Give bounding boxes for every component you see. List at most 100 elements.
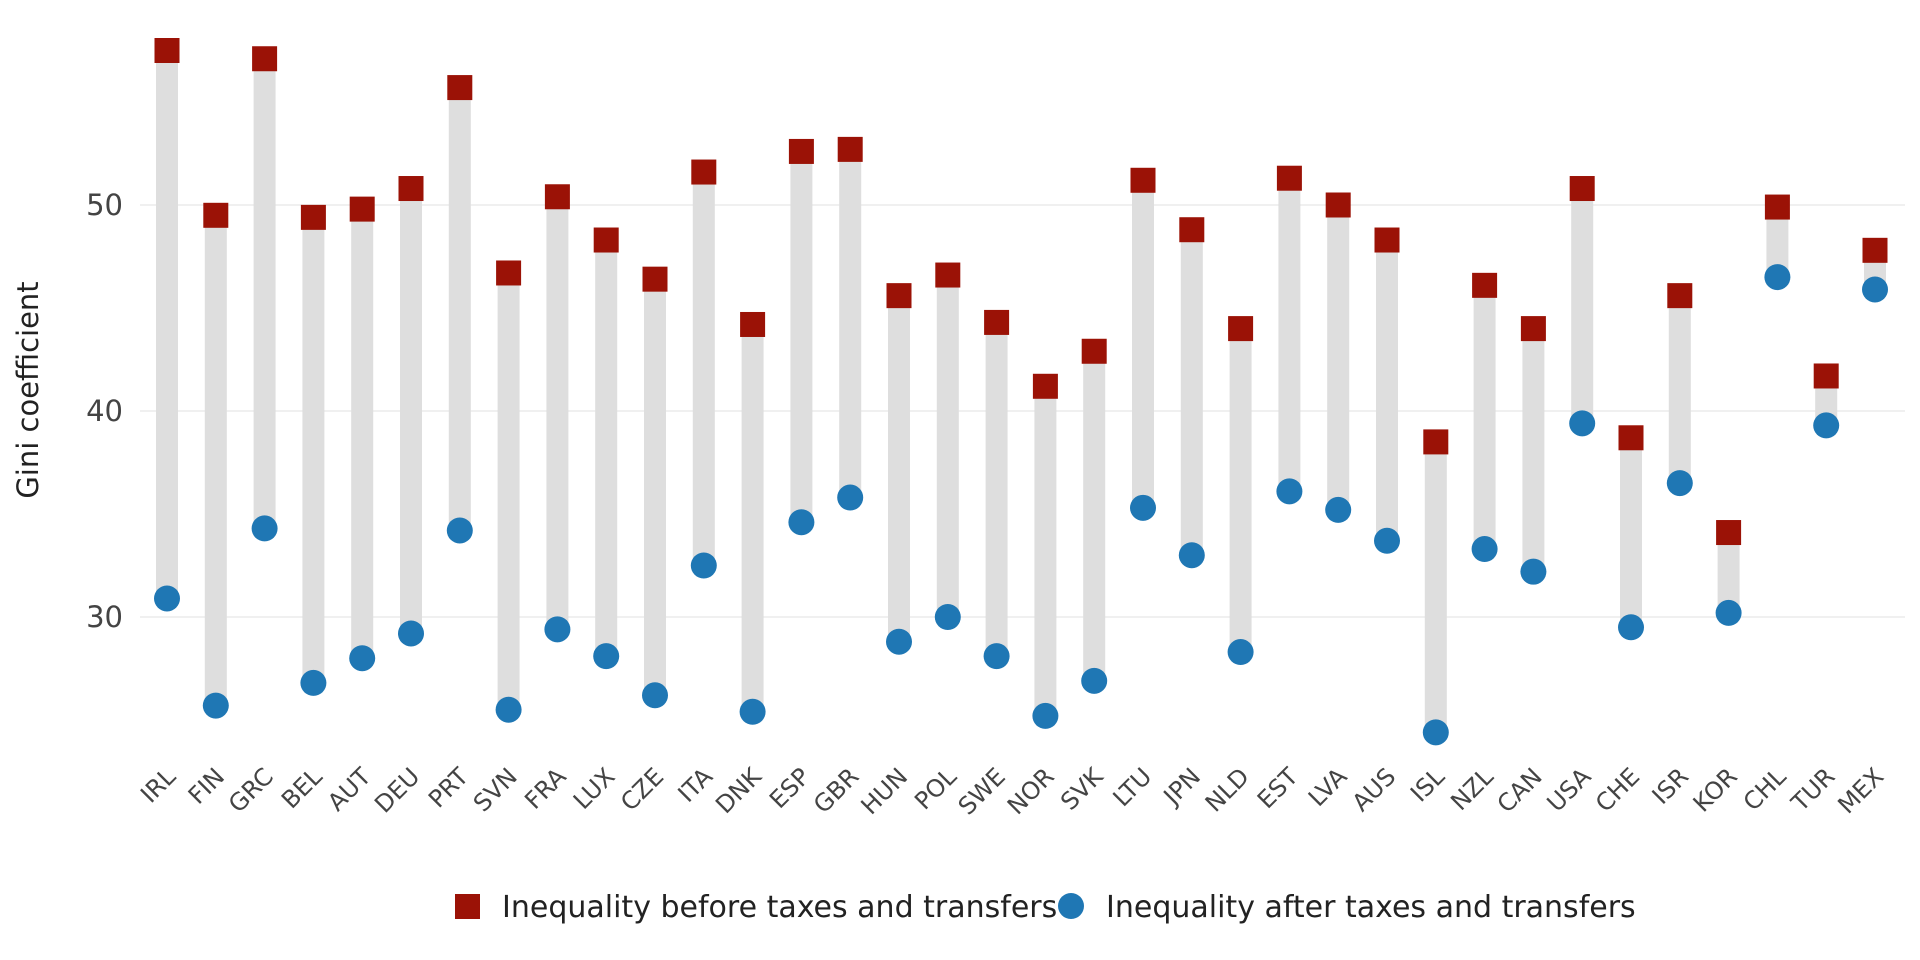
before-point xyxy=(252,46,278,72)
range-bar xyxy=(1424,441,1447,733)
before-point xyxy=(1228,316,1254,342)
before-point xyxy=(1325,192,1351,218)
x-tick-label: SVK xyxy=(1055,762,1109,816)
after-point xyxy=(446,517,473,544)
after-point xyxy=(1032,702,1059,729)
before-point xyxy=(1862,237,1888,263)
range-bar xyxy=(302,217,325,683)
range-bar xyxy=(546,196,569,630)
x-tick-label: PRT xyxy=(423,762,474,813)
before-point xyxy=(788,138,814,164)
range-bar xyxy=(790,151,813,523)
after-point xyxy=(1325,496,1352,523)
range-bar xyxy=(1083,351,1106,681)
range-bar xyxy=(1132,180,1154,508)
before-point xyxy=(1276,165,1302,191)
legend-circle-marker xyxy=(1058,893,1084,919)
x-tick-label: JPN xyxy=(1157,762,1206,811)
after-point xyxy=(983,643,1010,670)
range-bar xyxy=(351,209,374,659)
range-bar xyxy=(1278,178,1301,492)
after-point xyxy=(1081,667,1108,694)
after-point xyxy=(1862,276,1888,303)
data-points xyxy=(154,38,1888,746)
range-bar xyxy=(1180,229,1203,556)
range-bar xyxy=(156,50,178,599)
x-tick-label: GRC xyxy=(223,762,279,818)
after-point xyxy=(202,692,229,719)
after-point xyxy=(1666,470,1693,497)
range-bar xyxy=(1571,188,1594,424)
before-point xyxy=(1813,363,1839,389)
before-point xyxy=(691,159,717,185)
before-point xyxy=(544,184,570,210)
after-point xyxy=(495,696,522,723)
range-bars xyxy=(156,50,1886,733)
range-bar xyxy=(839,149,862,498)
before-point xyxy=(642,266,668,292)
y-axis-title: Gini coefficient xyxy=(11,281,45,498)
range-bar xyxy=(741,324,764,712)
before-point xyxy=(203,202,229,228)
x-tick-label: SVN xyxy=(468,762,523,817)
before-point xyxy=(740,311,766,337)
before-point xyxy=(1472,272,1498,298)
after-point xyxy=(1520,558,1547,585)
after-point xyxy=(1227,639,1254,666)
x-tick-label: USA xyxy=(1542,762,1597,817)
after-point xyxy=(1178,542,1205,569)
after-point xyxy=(837,484,864,511)
before-point xyxy=(1716,520,1742,546)
before-point xyxy=(593,227,619,253)
range-bar xyxy=(1522,328,1545,572)
range-bar xyxy=(1229,328,1252,653)
x-tick-label: LUX xyxy=(568,762,620,814)
after-point xyxy=(300,669,327,696)
x-tick-label: FIN xyxy=(183,762,230,809)
before-point xyxy=(300,204,326,230)
x-tick-label: LTU xyxy=(1108,762,1158,812)
before-point xyxy=(398,176,424,202)
range-bar xyxy=(253,58,276,529)
x-tick-label: GBR xyxy=(808,762,864,818)
before-point xyxy=(935,262,961,288)
y-tick-label: 30 xyxy=(86,600,123,634)
after-point xyxy=(1813,412,1840,439)
after-point xyxy=(739,698,766,725)
x-tick-label: MEX xyxy=(1832,762,1889,819)
range-bar xyxy=(936,275,959,617)
x-tick-label: CHE xyxy=(1590,762,1645,817)
after-point xyxy=(886,628,912,655)
after-point xyxy=(1276,478,1303,505)
x-tick-label: ISL xyxy=(1405,762,1450,807)
x-tick-label: NZL xyxy=(1445,762,1499,816)
after-point xyxy=(690,552,717,579)
range-bar xyxy=(1376,240,1398,541)
range-bar xyxy=(204,215,227,706)
after-point xyxy=(398,620,424,647)
after-point xyxy=(349,645,376,672)
x-tick-label: NOR xyxy=(1002,762,1060,820)
before-point xyxy=(154,38,180,63)
before-point xyxy=(349,196,375,222)
before-point xyxy=(1764,194,1790,220)
range-bar xyxy=(1766,207,1789,278)
x-tick-label: BEL xyxy=(276,762,328,814)
before-point xyxy=(1374,227,1400,253)
before-point xyxy=(984,309,1010,335)
before-point xyxy=(1520,316,1546,342)
after-point xyxy=(1471,536,1498,563)
after-point xyxy=(788,509,815,536)
before-point xyxy=(447,75,473,101)
x-tick-label: LVA xyxy=(1303,762,1353,812)
after-point xyxy=(251,515,278,542)
x-tick-label: DNK xyxy=(710,762,768,820)
x-tick-label: SWE xyxy=(953,762,1011,820)
before-point xyxy=(1423,429,1449,455)
range-bar xyxy=(1717,532,1740,613)
legend-label-after: Inequality after taxes and transfers xyxy=(1106,890,1636,925)
x-tick-label: NLD xyxy=(1200,762,1255,817)
legend: Inequality before taxes and transfers In… xyxy=(455,890,1636,925)
